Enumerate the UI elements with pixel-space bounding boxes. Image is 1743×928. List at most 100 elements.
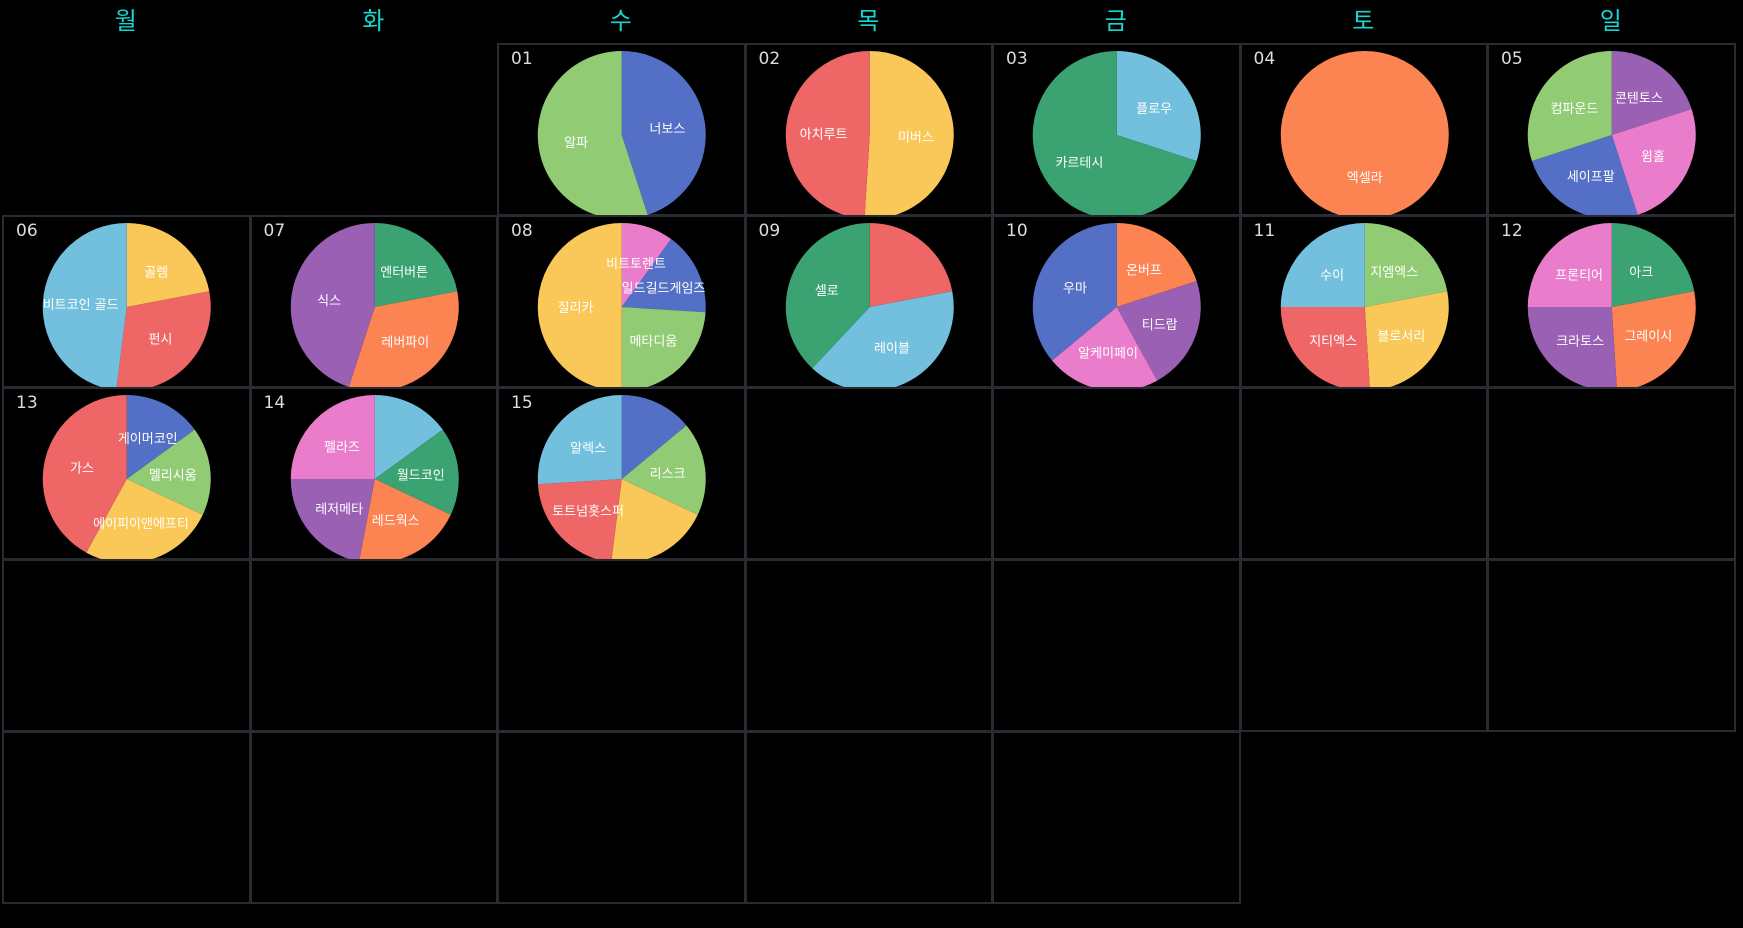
pie-slice	[1527, 307, 1618, 391]
pie-slice	[126, 429, 211, 515]
pie-slice-label: 펀시	[148, 333, 172, 348]
pie-slice-label: 질리카	[558, 301, 594, 316]
calendar-cell	[249, 559, 498, 732]
pie-slice	[537, 479, 622, 563]
pie-slice-label: 아치루트	[799, 128, 847, 143]
pie-slice-label: 카르테시	[1055, 156, 1103, 171]
day-number: 12	[1501, 221, 1523, 241]
day-number: 15	[511, 393, 533, 413]
pie-slice	[358, 479, 451, 563]
pie-slice-label: 가스	[70, 462, 94, 477]
pie-slice	[537, 223, 622, 391]
pie-slice	[621, 51, 706, 215]
weekday-label: 목	[857, 7, 880, 35]
pie-slice	[785, 223, 870, 369]
pie-slice-label: 티드랍	[1142, 318, 1178, 333]
pie-slice	[621, 307, 706, 391]
pie-slice	[1052, 307, 1158, 391]
calendar-cell	[992, 731, 1241, 904]
pie-slice	[1611, 109, 1696, 215]
pie-slice-label: 블로서리	[1377, 329, 1425, 344]
calendar-cell	[497, 559, 746, 732]
pie-slice-label: 레드웍스	[371, 514, 419, 529]
pie-slice	[374, 223, 457, 307]
weekday-label: 금	[1104, 7, 1127, 35]
calendar-cell: 09 레이블 셀로	[744, 215, 993, 391]
pie-slice	[374, 395, 443, 479]
day-number: 01	[511, 49, 533, 69]
pie-slice-label: 지엠엑스	[1370, 265, 1418, 280]
pie-slice	[811, 291, 954, 391]
pie-slice	[116, 291, 211, 391]
pie-slice	[1364, 291, 1449, 391]
pie-slice	[785, 51, 870, 219]
pie-slice	[1280, 223, 1365, 307]
calendar-cell: 13 게이머코인 멜리시움 에이피이앤에프티 가스	[2, 387, 251, 563]
calendar-cell: 05 콘텐토스 윔홀 세이프팔 컴파운드	[1487, 43, 1736, 219]
day-number: 08	[511, 221, 533, 241]
day-number: 07	[263, 221, 286, 241]
weekday-label: 수	[609, 7, 632, 35]
pie-slice	[537, 395, 622, 485]
pie-slice-label: 아크	[1629, 265, 1653, 280]
pie-slice-label: 에이피이앤에프티	[93, 517, 189, 532]
pie-slice-label: 윔홀	[1641, 149, 1665, 165]
day-number: 11	[1253, 221, 1276, 241]
pie-slice-label: 레저메타	[315, 502, 363, 517]
calendar-cell: 11 지엠엑스 블로서리 지티엑스 수이	[1239, 215, 1488, 391]
pie-slice-label: 너보스	[649, 122, 685, 137]
calendar-cell	[1487, 559, 1736, 732]
calendar-cell: 10 온버프 티드랍 알케미페이 우마	[992, 215, 1241, 391]
calendar-cell: 08 비트토렌트 일드길드게임즈 메타디움 질리카	[497, 215, 746, 391]
calendar-cell	[1239, 559, 1488, 732]
pie-slice-label: 리스크	[650, 467, 686, 482]
pie-slice-label: 프론티어	[1555, 268, 1603, 283]
pie-slice	[1280, 51, 1449, 219]
pie-slice-label: 우마	[1063, 281, 1087, 296]
pie-slice	[1116, 51, 1201, 161]
pie-slice	[126, 395, 195, 479]
calendar-cell	[992, 387, 1241, 560]
pie-slice-label: 엑셀라	[1346, 171, 1382, 186]
pie-slice-label: 콘텐토스	[1615, 92, 1663, 107]
pie-slice	[537, 51, 648, 219]
pie-slice-label: 골렘	[144, 265, 168, 280]
calendar-cell: 02 미버스 아치루트	[744, 43, 993, 219]
pie-slice-label: 월드코인	[396, 469, 444, 484]
pie-slice-label: 알파	[564, 136, 588, 151]
pie-slice	[621, 223, 672, 307]
pie-slice	[621, 239, 706, 313]
pie-slice	[1611, 51, 1692, 135]
pie-slice-label: 지티엑스	[1309, 335, 1357, 350]
calendar-cell	[744, 731, 993, 904]
pie-slice-label: 미버스	[897, 130, 933, 145]
pie-slice	[1280, 307, 1370, 391]
pie-slice-label: 엔터버튼	[380, 265, 428, 280]
pie-slice	[869, 223, 952, 307]
pie-slice	[42, 395, 127, 553]
pie-slice-label: 알렉스	[570, 441, 606, 456]
pie-slice	[290, 479, 375, 562]
pie-slice	[374, 429, 459, 515]
calendar-cell	[1239, 387, 1488, 560]
pie-slice	[621, 395, 687, 479]
calendar-cell: 15 리스크 토트넘홋스퍼 알렉스	[497, 387, 746, 563]
calendar-cell	[992, 559, 1241, 732]
day-number: 14	[263, 393, 286, 413]
pie-slice	[1032, 223, 1117, 361]
pie-slice	[1527, 223, 1612, 307]
calendar-cell	[2, 559, 251, 732]
calendar-cell	[744, 387, 993, 560]
calendar-cell: 07 엔터버튼 레버파이 식스	[249, 215, 498, 391]
day-pie-chart: 레이블 셀로	[785, 223, 954, 391]
day-number: 03	[1006, 49, 1028, 69]
pie-slice	[42, 223, 127, 391]
